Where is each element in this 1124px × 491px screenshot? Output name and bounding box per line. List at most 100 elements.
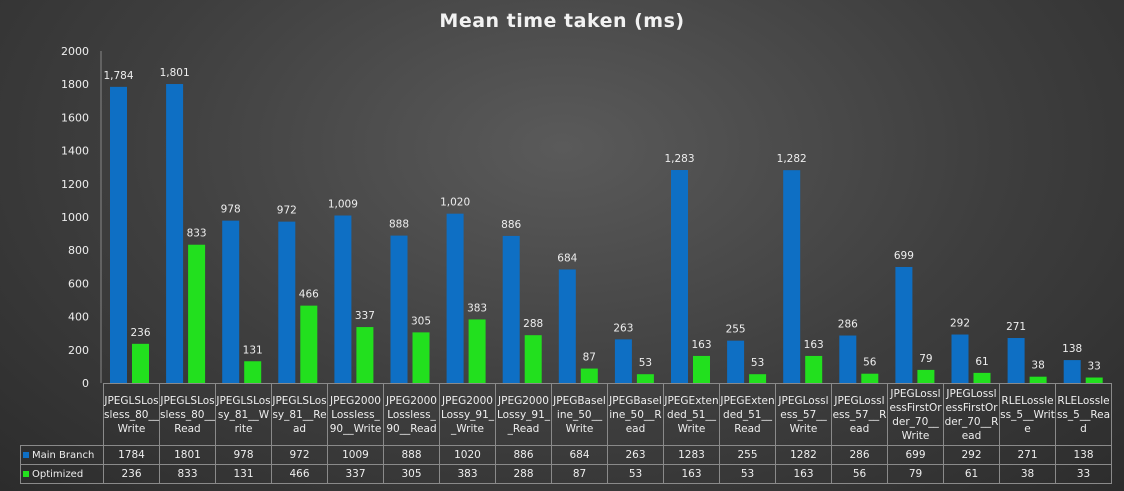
category-label: JPEGExtended_51__Read bbox=[719, 383, 776, 446]
data-label: 699 bbox=[894, 250, 914, 262]
bar-main-branch bbox=[166, 84, 184, 383]
category-label: JPEGLSLossless_80__Read bbox=[159, 383, 216, 446]
y-tick-label: 1600 bbox=[61, 111, 89, 124]
table-value: 236 bbox=[103, 464, 160, 484]
table-value: 163 bbox=[663, 464, 720, 484]
legend-swatch bbox=[23, 470, 29, 477]
category-label: JPEGBaseline_50__Write bbox=[551, 383, 608, 446]
data-label: 288 bbox=[523, 318, 543, 330]
data-label: 163 bbox=[691, 339, 711, 351]
data-label: 87 bbox=[583, 352, 596, 364]
bar-optimized bbox=[636, 374, 654, 383]
table-corner bbox=[20, 383, 104, 446]
table-value: 684 bbox=[551, 445, 608, 465]
bar-main-branch bbox=[1063, 360, 1081, 383]
data-label: 305 bbox=[411, 315, 431, 327]
bar-optimized bbox=[132, 343, 149, 383]
table-value: 286 bbox=[831, 445, 888, 465]
table-value: 978 bbox=[215, 445, 272, 465]
table-value: 1801 bbox=[159, 445, 216, 465]
data-label: 53 bbox=[639, 357, 652, 369]
bar-optimized bbox=[300, 305, 318, 383]
y-tick-label: 1200 bbox=[61, 178, 89, 191]
bar-optimized bbox=[973, 372, 991, 383]
bar-main-branch bbox=[671, 170, 688, 383]
bar-optimized bbox=[1029, 376, 1047, 383]
legend-optimized: Optimized bbox=[20, 464, 104, 484]
table-value: 53 bbox=[719, 464, 776, 484]
data-label: 886 bbox=[501, 219, 521, 231]
category-label: RLELossless_5__Write bbox=[999, 383, 1056, 446]
data-label: 286 bbox=[838, 319, 858, 331]
table-value: 466 bbox=[271, 464, 328, 484]
table-value: 305 bbox=[383, 464, 440, 484]
y-tick-label: 1800 bbox=[61, 78, 89, 91]
legend-swatch bbox=[23, 451, 29, 458]
table-value: 292 bbox=[943, 445, 1000, 465]
data-label: 61 bbox=[975, 356, 988, 368]
bar-main-branch bbox=[278, 221, 296, 383]
data-label: 466 bbox=[299, 289, 319, 301]
bar-main-branch bbox=[614, 339, 632, 383]
table-value: 699 bbox=[887, 445, 944, 465]
category-label: JPEGBaseline_50__Read bbox=[607, 383, 664, 446]
bar-optimized bbox=[749, 374, 767, 383]
data-label: 1,282 bbox=[777, 153, 807, 165]
category-label: JPEGLSLossless_80__Write bbox=[103, 383, 160, 446]
category-label: RLELossless_5__Read bbox=[1055, 383, 1112, 446]
y-tick-label: 1400 bbox=[61, 145, 89, 158]
data-label: 888 bbox=[389, 219, 409, 231]
table-value: 1282 bbox=[775, 445, 832, 465]
bar-optimized bbox=[693, 355, 710, 383]
category-label: JPEGLSLossy_81__Write bbox=[215, 383, 272, 446]
data-label: 271 bbox=[1006, 321, 1026, 333]
table-value: 38 bbox=[999, 464, 1056, 484]
bar-main-branch bbox=[502, 235, 520, 383]
table-value: 79 bbox=[887, 464, 944, 484]
data-label: 292 bbox=[950, 318, 970, 330]
bar-main-branch bbox=[895, 266, 913, 383]
data-label: 337 bbox=[355, 310, 375, 322]
category-label: JPEGLosslessFirstOrder_70__Read bbox=[943, 383, 1000, 446]
chart-title: Mean time taken (ms) bbox=[439, 10, 685, 32]
category-label: JPEGLSLossy_81__Read bbox=[271, 383, 328, 446]
table-value: 131 bbox=[215, 464, 272, 484]
bar-optimized bbox=[1085, 377, 1103, 383]
table-value: 271 bbox=[999, 445, 1056, 465]
table-value: 886 bbox=[495, 445, 552, 465]
data-label: 1,283 bbox=[664, 153, 694, 165]
bar-optimized bbox=[468, 319, 486, 383]
category-label: JPEG2000Lossy_91__Read bbox=[495, 383, 552, 446]
category-label: JPEG2000Lossy_91__Write bbox=[439, 383, 496, 446]
data-label: 684 bbox=[557, 252, 577, 264]
y-tick-label: 200 bbox=[68, 344, 89, 357]
table-value: 888 bbox=[383, 445, 440, 465]
category-label: JPEGLossless_57__Write bbox=[775, 383, 832, 446]
bar-main-branch bbox=[390, 235, 408, 383]
bar-main-branch bbox=[334, 215, 352, 383]
legend-main-branch: Main Branch bbox=[20, 445, 104, 465]
table-value: 255 bbox=[719, 445, 776, 465]
table-value: 288 bbox=[495, 464, 552, 484]
data-label: 79 bbox=[919, 353, 932, 365]
table-value: 1283 bbox=[663, 445, 720, 465]
data-label: 833 bbox=[187, 228, 207, 240]
bar-main-branch bbox=[727, 340, 745, 383]
table-value: 833 bbox=[159, 464, 216, 484]
y-tick-label: 600 bbox=[68, 277, 89, 290]
y-tick-label: 2000 bbox=[61, 45, 89, 58]
bar-main-branch bbox=[783, 170, 801, 383]
table-value: 972 bbox=[271, 445, 328, 465]
bar-optimized bbox=[188, 244, 206, 383]
legend-label: Main Branch bbox=[32, 449, 95, 461]
data-label: 1,009 bbox=[328, 199, 358, 211]
table-value: 1009 bbox=[327, 445, 384, 465]
bar-main-branch bbox=[446, 213, 464, 383]
data-label: 383 bbox=[467, 302, 487, 314]
data-label: 972 bbox=[277, 205, 297, 217]
y-tick-label: 800 bbox=[68, 244, 89, 257]
table-value: 1784 bbox=[103, 445, 160, 465]
table-value: 61 bbox=[943, 464, 1000, 484]
data-label: 263 bbox=[613, 322, 633, 334]
data-label: 38 bbox=[1031, 360, 1044, 372]
